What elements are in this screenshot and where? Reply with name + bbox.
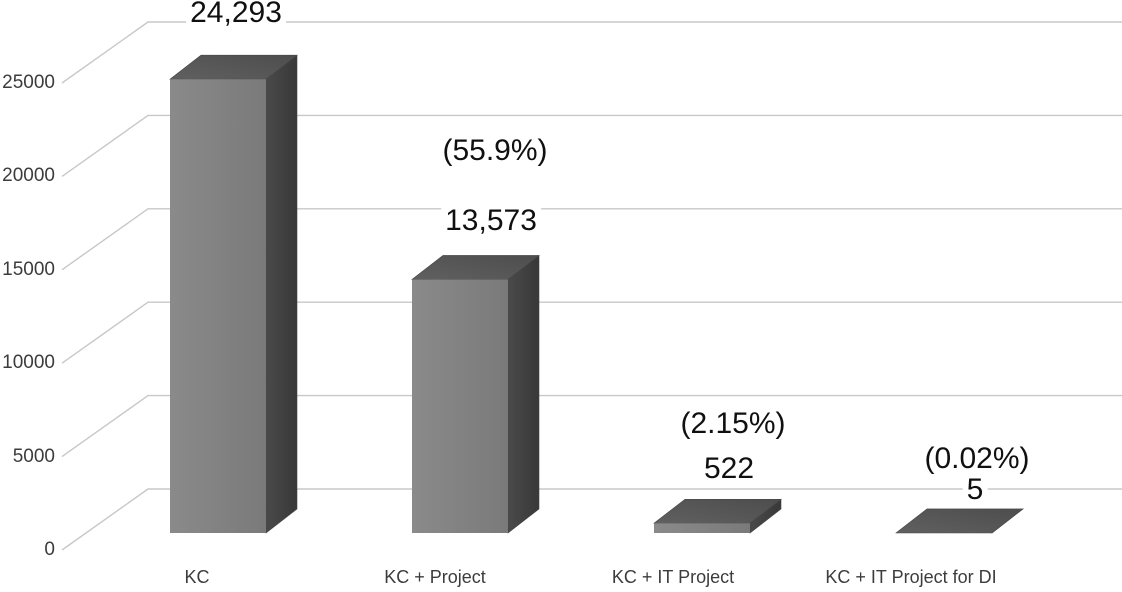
category-label-kc: KC (184, 567, 210, 587)
value-label-kc: 24,293 (186, 0, 286, 28)
y-axis-tick-label-20000: 20000 (2, 165, 55, 186)
value-label-kc-it-project-di: 5 (962, 474, 988, 505)
y-axis-tick-label-5000: 5000 (12, 446, 55, 467)
bar-2 (653, 498, 782, 534)
bar-3 (895, 508, 1024, 534)
y-axis-tick-label-25000: 25000 (2, 72, 55, 93)
bar-1 (411, 254, 540, 534)
y-axis-tick-label-10000: 10000 (2, 352, 55, 373)
y-axis-tick-label-0: 0 (44, 539, 55, 560)
y-axis-tick-label-15000: 15000 (2, 259, 55, 280)
pct-label-kc-project: (55.9%) (438, 135, 552, 166)
pct-label-kc-it-project-di: (0.02%) (920, 443, 1034, 474)
category-label-kc-it-project-di: KC + IT Project for DI (825, 567, 997, 587)
category-label-kc-project: KC + Project (384, 567, 486, 587)
gridlines (61, 21, 1122, 551)
category-label-kc-it-project: KC + IT Project (611, 567, 735, 587)
value-label-kc-project: 13,573 (441, 205, 541, 236)
value-label-kc-it-project: 522 (699, 453, 759, 484)
bar-0 (169, 54, 298, 534)
pct-label-kc-it-project: (2.15%) (676, 408, 790, 439)
